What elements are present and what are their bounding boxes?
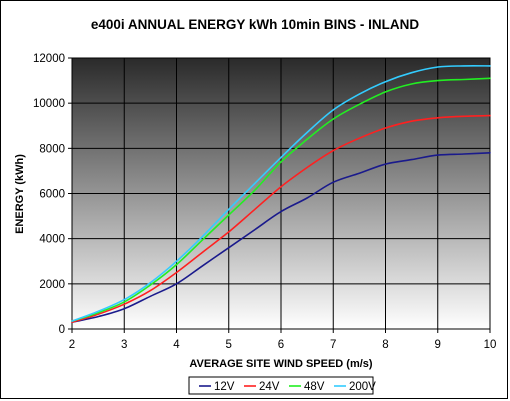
x-tick-label: 8 — [382, 339, 388, 351]
legend-label-200v: 200V — [349, 381, 376, 393]
series-line-48v — [71, 77, 491, 322]
x-axis-label: AVERAGE SITE WIND SPEED (m/s) — [189, 358, 372, 370]
x-tick-label: 3 — [121, 339, 127, 351]
legend-label-12v: 12V — [214, 381, 235, 393]
y-tick-label: 2000 — [39, 279, 65, 291]
y-axis-label: ENERGY (kWh) — [14, 154, 26, 234]
series-line-12v — [71, 152, 491, 323]
x-tick-label: 6 — [278, 339, 284, 351]
legend-label-24v: 24V — [259, 381, 280, 393]
y-tick-label: 4000 — [39, 234, 65, 246]
y-tick-label: 10000 — [33, 98, 65, 110]
series-line-24v — [71, 114, 491, 323]
legend-box — [188, 376, 374, 395]
legend-label-48v: 48V — [304, 381, 325, 393]
y-tick-label: 0 — [59, 324, 65, 336]
x-tick-label: 7 — [330, 339, 336, 351]
legend: 12V 24V 48V 200V — [188, 376, 376, 395]
x-axis-ticks: 2 3 4 5 6 7 8 9 10 — [69, 329, 497, 351]
y-tick-label: 6000 — [39, 189, 65, 201]
x-tick-label: 2 — [69, 339, 75, 351]
x-tick-label: 10 — [484, 339, 497, 351]
series-layer — [71, 65, 491, 323]
x-tick-label: 5 — [226, 339, 232, 351]
y-tick-label: 12000 — [33, 53, 65, 65]
y-tick-label: 8000 — [39, 143, 65, 155]
chart-title: e400i ANNUAL ENERGY kWh 10min BINS - INL… — [91, 17, 420, 32]
series-line-200v — [71, 65, 491, 322]
x-tick-label: 4 — [173, 339, 180, 351]
y-axis-ticks: 0 2000 4000 6000 8000 10000 12000 — [33, 53, 72, 336]
x-tick-label: 9 — [435, 339, 441, 351]
